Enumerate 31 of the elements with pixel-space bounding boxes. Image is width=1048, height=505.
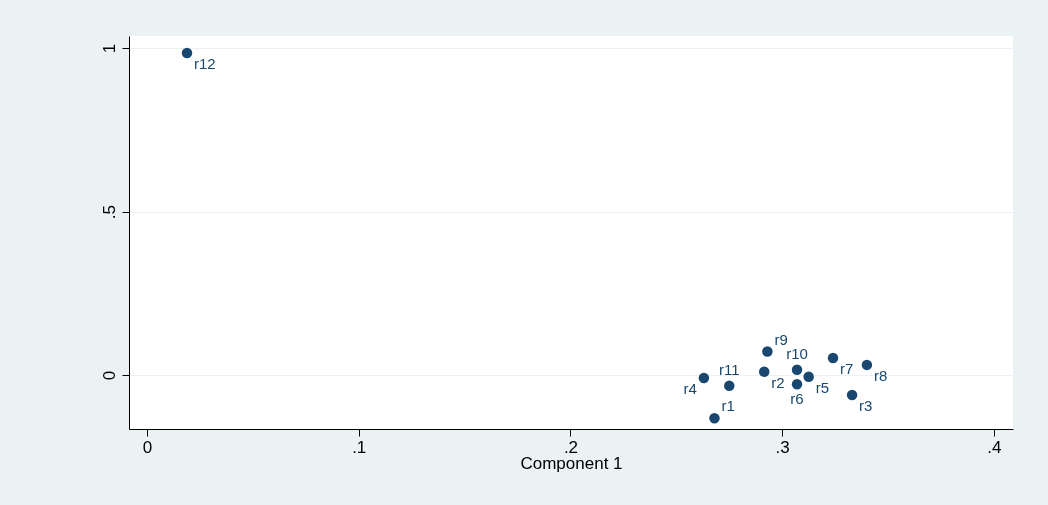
point [709,412,720,424]
y-tick-label: 0 [99,370,119,381]
point [803,371,814,382]
annotation: r9 [774,330,788,348]
point [698,372,710,384]
y-tick-label: 1 [99,43,119,54]
annotation: r11 [718,360,740,378]
point [791,378,803,390]
annotation: r5 [815,378,830,396]
annotation: r1 [721,397,735,415]
annotation: r7 [840,360,854,378]
x-tick-label: .4 [987,437,1002,457]
annotation: r8 [873,366,888,384]
annotation: r4 [683,379,697,397]
point [758,366,770,378]
point [846,389,858,401]
point [827,352,839,364]
annotation: r6 [790,390,804,408]
annotation: r2 [771,373,785,391]
annotation: r12 [194,55,216,72]
annotation: r3 [859,397,873,414]
point [181,47,193,59]
x-tick-label: .3 [775,437,790,457]
point [762,346,773,357]
point [861,359,873,371]
annotation: r10 [786,344,808,362]
y-tick-label: .5 [99,204,119,220]
point [724,380,735,392]
x-tick-label: .1 [352,437,367,457]
x-tick-label: 0 [142,437,153,457]
point [791,364,803,376]
